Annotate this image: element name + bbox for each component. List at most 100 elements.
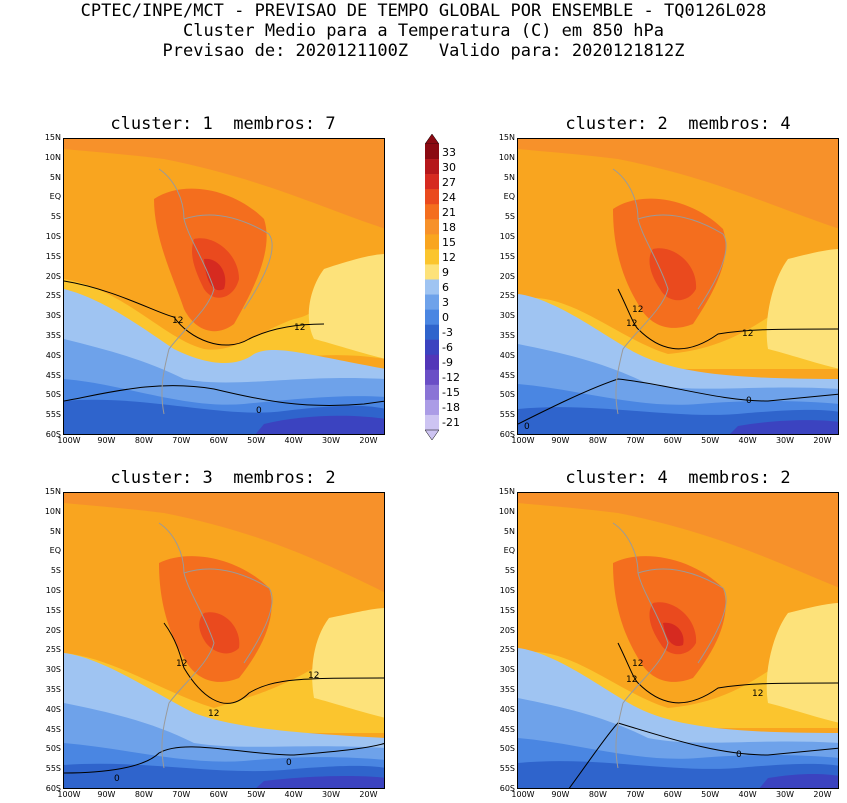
- colorbar-swatch: [425, 294, 439, 310]
- longitude-tick-label: 90W: [551, 436, 570, 445]
- latitude-tick-label: 20S: [499, 271, 515, 281]
- longitude-tick-label: 70W: [172, 790, 191, 799]
- colorbar-swatch: [425, 234, 439, 250]
- latitude-tick-label: 15S: [499, 605, 515, 615]
- panel-1-map: 12 12 0: [63, 138, 385, 435]
- colorbar-label: 3: [442, 296, 449, 310]
- latitude-tick-label: 35S: [45, 685, 61, 694]
- latitude-tick-label: 45S: [45, 724, 61, 734]
- longitude-tick-label: 100W: [511, 436, 535, 445]
- colorbar-swatch: [425, 219, 439, 235]
- colorbar-label: -21: [442, 416, 460, 430]
- latitude-tick-label: 15S: [45, 605, 61, 615]
- latitude-tick-label: 5S: [50, 212, 61, 222]
- longitude-tick-label: 50W: [247, 436, 266, 445]
- latitude-tick-label: EQ: [503, 192, 515, 202]
- panel-2-contour-label: 12: [632, 305, 643, 315]
- panel-2-contour-label: 12: [742, 329, 753, 339]
- longitude-tick-label: 50W: [701, 790, 720, 799]
- colorbar-swatch: [425, 369, 439, 386]
- panel-1-field: 12 12 0: [64, 139, 384, 434]
- colorbar: [424, 133, 440, 441]
- colorbar-swatch: [425, 204, 439, 220]
- latitude-tick-label: 35S: [499, 685, 515, 694]
- colorbar-label: 18: [442, 220, 456, 234]
- panel-3-field: 12 12 12 0 0: [64, 493, 384, 788]
- latitude-tick-label: 60S: [499, 430, 515, 439]
- latitude-tick-label: 55S: [499, 764, 515, 774]
- latitude-tick-label: EQ: [49, 546, 61, 556]
- panel-1-contour-label: 0: [256, 406, 262, 416]
- longitude-tick-label: 50W: [247, 790, 266, 799]
- latitude-tick-label: 40S: [45, 350, 61, 360]
- longitude-tick-label: 30W: [775, 436, 795, 445]
- colorbar-label: -12: [442, 371, 460, 385]
- longitude-tick-label: 80W: [134, 436, 153, 445]
- colorbar-swatch: [425, 279, 439, 295]
- latitude-tick-label: 30S: [45, 665, 61, 675]
- panel-4-contour-label: 12: [626, 675, 637, 685]
- longitude-tick-label: 40W: [738, 436, 757, 445]
- colorbar-label: -3: [442, 326, 453, 340]
- latitude-tick-label: 50S: [45, 744, 61, 754]
- longitude-tick-label: 20W: [813, 436, 832, 445]
- latitude-tick-label: EQ: [49, 192, 61, 202]
- colorbar-label: 24: [442, 190, 456, 204]
- longitude-tick-label: 40W: [284, 790, 303, 799]
- chart-title-line-1: CPTEC/INPE/MCT - PREVISAO DE TEMPO GLOBA…: [80, 1, 767, 21]
- colorbar-swatch: [425, 309, 439, 325]
- colorbar-max-arrow: [424, 133, 440, 145]
- colorbar-label: 21: [442, 205, 456, 219]
- longitude-tick-label: 60W: [209, 436, 228, 445]
- colorbar-label: 9: [442, 265, 449, 279]
- longitude-tick-label: 90W: [551, 790, 570, 799]
- latitude-tick-label: 10N: [498, 506, 515, 516]
- latitude-tick-label: 35S: [499, 331, 515, 340]
- longitude-tick-label: 90W: [97, 436, 116, 445]
- latitude-tick-label: 45S: [499, 724, 515, 734]
- colorbar-swatch: [425, 249, 439, 265]
- latitude-tick-label: 55S: [45, 410, 61, 420]
- latitude-tick-label: 50S: [499, 390, 515, 400]
- longitude-tick-label: 20W: [359, 436, 378, 445]
- colorbar-swatch: [425, 384, 439, 401]
- longitude-tick-label: 30W: [775, 790, 795, 799]
- latitude-tick-label: 50S: [499, 744, 515, 754]
- latitude-tick-label: 5N: [49, 172, 61, 182]
- panel-2-contour-label: 0: [524, 422, 530, 432]
- panel-4-contour-label: 12: [752, 689, 763, 699]
- longitude-tick-label: 40W: [284, 436, 303, 445]
- longitude-tick-label: 80W: [134, 790, 153, 799]
- longitude-tick-label: 30W: [321, 790, 341, 799]
- longitude-tick-label: 20W: [813, 790, 832, 799]
- panel-4-field: 12 12 12 0: [518, 493, 838, 788]
- longitude-tick-label: 80W: [588, 436, 607, 445]
- colorbar-svg: [424, 133, 440, 441]
- latitude-tick-label: 60S: [45, 430, 61, 439]
- latitude-tick-label: EQ: [503, 546, 515, 556]
- colorbar-swatch: [425, 399, 439, 416]
- colorbar-swatch: [425, 189, 439, 205]
- colorbar-label: 0: [442, 311, 449, 325]
- latitude-tick-label: 10S: [499, 586, 515, 595]
- panel-3-contour-label: 12: [176, 659, 187, 669]
- colorbar-label: -15: [442, 386, 460, 400]
- longitude-tick-label: 20W: [359, 790, 378, 799]
- longitude-tick-label: 100W: [57, 436, 81, 445]
- chart-title-line-3: Previsao de: 2020121100Z Valido para: 20…: [162, 41, 685, 61]
- latitude-tick-label: 15N: [44, 487, 61, 496]
- longitude-tick-label: 60W: [663, 436, 682, 445]
- latitude-tick-label: 15S: [45, 251, 61, 261]
- latitude-tick-label: 40S: [499, 704, 515, 714]
- latitude-tick-label: 30S: [499, 311, 515, 321]
- panel-2-title: cluster: 2 membros: 4: [565, 114, 791, 134]
- latitude-tick-label: 30S: [45, 311, 61, 321]
- latitude-tick-label: 45S: [45, 370, 61, 380]
- longitude-tick-label: 90W: [97, 790, 116, 799]
- latitude-tick-label: 5S: [504, 566, 515, 576]
- colorbar-label: -9: [442, 356, 453, 370]
- latitude-tick-label: 15N: [498, 133, 515, 142]
- latitude-tick-label: 15N: [44, 133, 61, 142]
- colorbar-label: -6: [442, 341, 453, 355]
- latitude-tick-label: 60S: [499, 784, 515, 793]
